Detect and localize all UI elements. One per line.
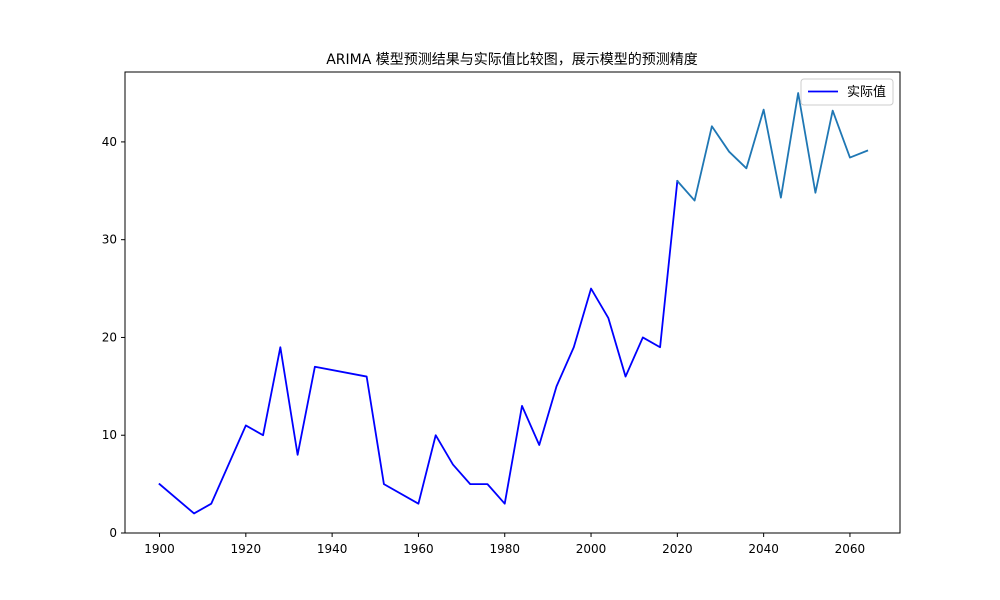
series-line-1 xyxy=(676,92,869,202)
x-tick-label: 1940 xyxy=(317,542,348,556)
x-tick-label: 1920 xyxy=(231,542,262,556)
x-tick-label: 2000 xyxy=(576,542,607,556)
series-line-0 xyxy=(158,180,679,515)
series-layer xyxy=(158,92,869,515)
y-tick-label: 20 xyxy=(102,330,117,344)
chart-title: ARIMA 模型预测结果与实际值比较图，展示模型的预测精度 xyxy=(326,52,698,68)
y-tick-label: 40 xyxy=(102,135,117,149)
y-axis: 0 10 20 30 40 xyxy=(102,135,125,540)
x-tick-label: 2020 xyxy=(662,542,693,556)
x-tick-label: 2040 xyxy=(748,542,779,556)
plot-area-frame xyxy=(124,71,901,534)
legend: 实际值 xyxy=(800,78,894,106)
x-tick-label: 1960 xyxy=(403,542,434,556)
x-tick-label: 1900 xyxy=(144,542,175,556)
legend-box xyxy=(800,78,894,106)
y-tick-label: 30 xyxy=(102,233,117,247)
y-tick-label: 0 xyxy=(109,526,117,540)
x-tick-label: 2060 xyxy=(835,542,866,556)
x-tick-label: 1980 xyxy=(489,542,520,556)
y-tick-label: 10 xyxy=(102,428,117,442)
legend-label: 实际值 xyxy=(847,84,886,100)
x-axis: 1900 1920 1940 1960 1980 2000 2020 2040 2060 xyxy=(144,533,865,556)
